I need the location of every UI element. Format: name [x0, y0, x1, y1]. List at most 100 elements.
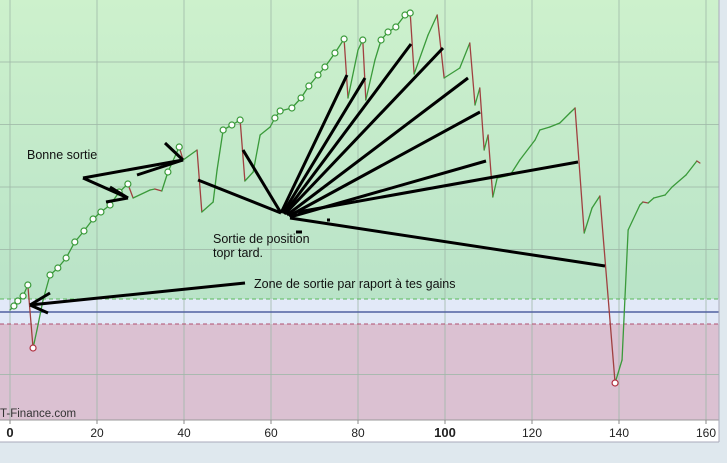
- trade-marker-green: [89, 215, 97, 223]
- series-segment-falling: [362, 39, 367, 101]
- annotation-arrow-line: [29, 281, 246, 307]
- annotation-late-exit-1: Sortie de position: [213, 232, 310, 246]
- series-segment-falling: [479, 87, 485, 151]
- annotation-arrow-line: [105, 196, 129, 204]
- annotation-arrow-line: [163, 141, 185, 162]
- annotation-arrows: [29, 43, 606, 315]
- trade-marker-green: [384, 28, 392, 36]
- series-segment-rising: [167, 146, 180, 173]
- trade-marker-green: [97, 208, 105, 216]
- x-tick-label: 100: [434, 425, 456, 440]
- series-segment-rising: [427, 14, 438, 36]
- series-segment-rising: [591, 195, 601, 209]
- trade-marker-green: [305, 82, 313, 90]
- series-segment-rising: [519, 139, 536, 161]
- series-segment-rising: [664, 186, 673, 196]
- series-segment-rising: [559, 112, 571, 124]
- series-segment-rising: [614, 359, 623, 384]
- series-segment-rising: [483, 134, 489, 151]
- series-segment-falling: [696, 160, 701, 164]
- series-segment-rising: [647, 197, 655, 204]
- series-segment-rising: [259, 126, 271, 136]
- annotation-late-exit-2: topr tard.: [213, 246, 263, 260]
- annotation-good-exit: Bonne sortie: [27, 148, 97, 162]
- annotation-arrow-line: [197, 178, 282, 215]
- series-segment-rising: [653, 194, 666, 199]
- annotation-arrow-line: [136, 158, 184, 177]
- watermark: T-Finance.com: [0, 408, 76, 420]
- series-segment-rising: [244, 171, 254, 182]
- grid-lines: [0, 0, 719, 420]
- annotation-arrow-line: [279, 74, 349, 214]
- series-segment-rising: [365, 59, 376, 101]
- trade-marker-green: [80, 227, 88, 235]
- series-segment-falling: [409, 12, 415, 75]
- series-segment-rising: [492, 177, 498, 198]
- series-segment-falling: [154, 188, 163, 192]
- loss-zone: [0, 324, 719, 420]
- series-segment-rising: [132, 189, 151, 199]
- trade-marker-green: [377, 36, 385, 44]
- series-segment-rising: [216, 129, 224, 171]
- trade-marker-green: [321, 63, 329, 71]
- annotation-arrow-line: [286, 76, 469, 217]
- trade-marker-green: [228, 121, 236, 129]
- series-segment-falling: [469, 42, 476, 106]
- series-segment-falling: [27, 284, 34, 349]
- series-segment-rising: [534, 129, 541, 141]
- trade-marker-green: [331, 49, 339, 57]
- series-segment-falling: [599, 195, 616, 384]
- series-segment-rising: [459, 42, 471, 69]
- trade-marker-green: [297, 94, 305, 102]
- series-segment-rising: [474, 87, 481, 106]
- trade-marker-green: [14, 297, 22, 305]
- x-tick-label: 0: [6, 425, 13, 440]
- trade-marker-green: [271, 114, 279, 122]
- series-segment-rising: [201, 201, 214, 213]
- trade-marker-green: [71, 238, 79, 246]
- series-segment-rising: [621, 229, 629, 361]
- annotation-arrow-line: [282, 43, 413, 215]
- trade-marker-red: [29, 344, 37, 352]
- trade-marker-green: [10, 302, 18, 310]
- trade-marker-green: [314, 71, 322, 79]
- trade-marker-green: [340, 35, 348, 43]
- series-segment-rising: [539, 126, 551, 131]
- x-tick-label: 120: [522, 426, 542, 440]
- x-axis-ticks: 0 20 40 60 80 100 120 140 160: [6, 420, 716, 440]
- x-tick-label: 20: [90, 426, 104, 440]
- x-tick-label: 80: [351, 426, 365, 440]
- trade-marker-green: [288, 104, 296, 112]
- series-segment-falling: [436, 14, 445, 79]
- series-segment-rising: [583, 207, 593, 234]
- annotation-arrow-line: [297, 160, 579, 214]
- annotation-arrow-line: [29, 291, 51, 307]
- annotation-exit-zone: Zone de sortie par raport à tes gains: [254, 277, 456, 291]
- series-segment-rising: [347, 49, 359, 99]
- series-segment-rising: [413, 34, 429, 75]
- trade-marker-green: [24, 281, 32, 289]
- annotation-arrow-line: [281, 77, 367, 214]
- annotation-arrow-line: [82, 158, 184, 180]
- trade-marker-green: [19, 292, 27, 300]
- x-tick-label: 60: [264, 426, 278, 440]
- trade-markers: [10, 9, 619, 387]
- series-segment-rising: [639, 201, 644, 206]
- annotation-arrow-line: [29, 303, 49, 315]
- series-segment-rising: [252, 134, 261, 173]
- series-segment-rising: [149, 188, 156, 191]
- trade-marker-green: [219, 126, 227, 134]
- series-segment-rising: [627, 204, 641, 231]
- trade-marker-green: [164, 168, 172, 176]
- annotation-arrow-line: [109, 185, 129, 200]
- trade-marker-green: [62, 254, 70, 262]
- series-segment-rising: [569, 107, 576, 114]
- trade-marker-green: [359, 36, 367, 44]
- x-tick-label: 40: [177, 426, 191, 440]
- series-segment-rising: [671, 174, 687, 188]
- trade-marker-green: [175, 143, 183, 151]
- trade-marker-green: [54, 264, 62, 272]
- trade-marker-green: [392, 23, 400, 31]
- trade-marker-red: [611, 379, 619, 387]
